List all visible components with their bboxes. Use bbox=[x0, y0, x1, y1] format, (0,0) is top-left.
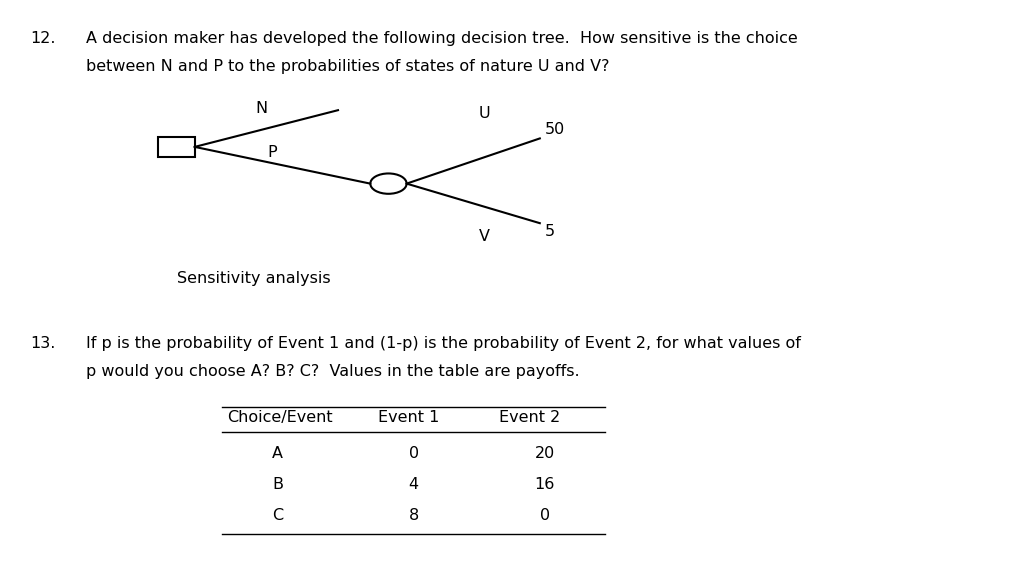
Text: Sensitivity analysis: Sensitivity analysis bbox=[177, 271, 330, 286]
Text: 4: 4 bbox=[409, 477, 419, 493]
Text: 8: 8 bbox=[409, 508, 419, 524]
Text: 16: 16 bbox=[535, 477, 555, 493]
Bar bbox=[158, 137, 195, 157]
Text: B: B bbox=[272, 477, 283, 493]
Text: 5: 5 bbox=[545, 224, 555, 240]
Text: p would you choose A? B? C?  Values in the table are payoffs.: p would you choose A? B? C? Values in th… bbox=[86, 364, 579, 380]
Text: 13.: 13. bbox=[30, 336, 55, 351]
Text: A decision maker has developed the following decision tree.  How sensitive is th: A decision maker has developed the follo… bbox=[86, 31, 797, 46]
Text: A: A bbox=[272, 446, 283, 462]
Text: Event 1: Event 1 bbox=[378, 410, 440, 425]
Text: between N and P to the probabilities of states of nature U and V?: between N and P to the probabilities of … bbox=[86, 59, 609, 75]
Text: N: N bbox=[255, 101, 267, 116]
Text: Choice/Event: Choice/Event bbox=[227, 410, 333, 425]
Text: 0: 0 bbox=[409, 446, 419, 462]
Text: U: U bbox=[478, 106, 490, 121]
Text: 12.: 12. bbox=[30, 31, 55, 46]
Text: C: C bbox=[271, 508, 284, 524]
Text: Event 2: Event 2 bbox=[499, 410, 561, 425]
Text: If p is the probability of Event 1 and (1-p) is the probability of Event 2, for : If p is the probability of Event 1 and (… bbox=[86, 336, 800, 351]
Text: 20: 20 bbox=[535, 446, 555, 462]
Text: V: V bbox=[479, 229, 489, 244]
Text: 50: 50 bbox=[545, 122, 565, 137]
Text: P: P bbox=[267, 145, 277, 160]
Text: 0: 0 bbox=[540, 508, 550, 524]
